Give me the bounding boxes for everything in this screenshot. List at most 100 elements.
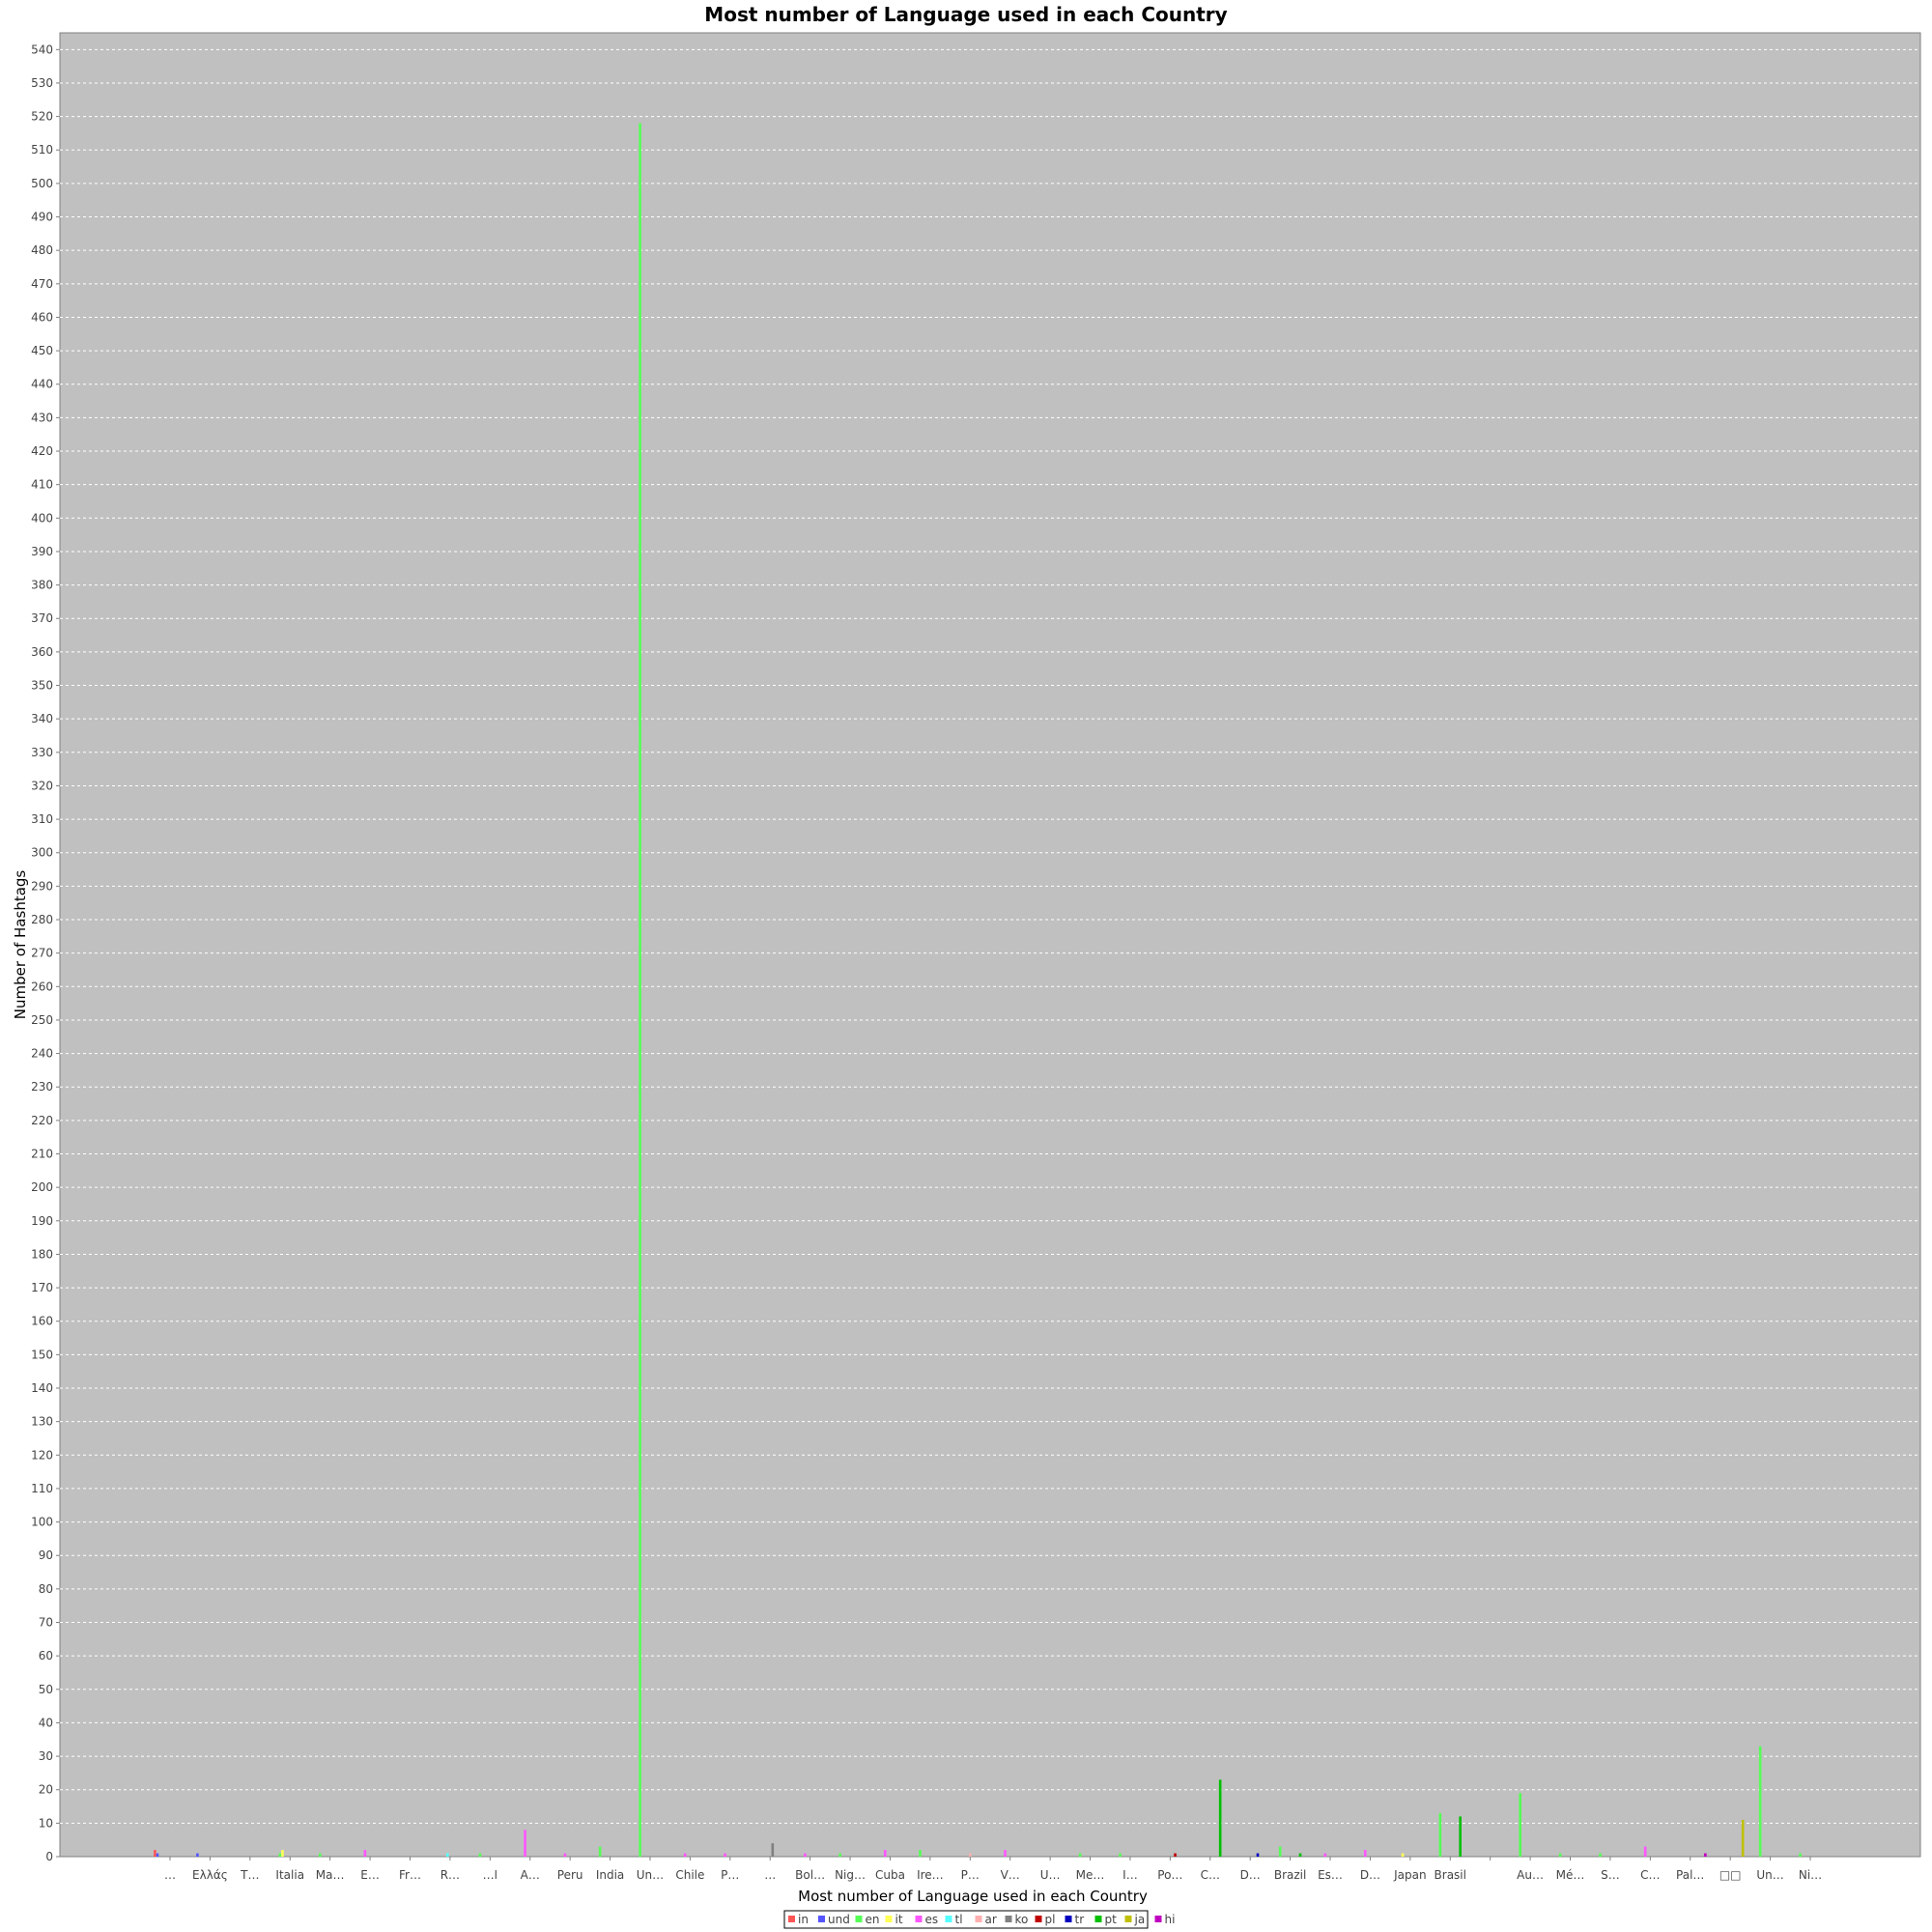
x-tick-label: Italia: [275, 1868, 304, 1882]
bar-pt: [1459, 1816, 1462, 1857]
x-tick-label: Japan: [1393, 1868, 1426, 1882]
bars: [154, 123, 1802, 1858]
y-tick-label: 300: [31, 846, 53, 860]
y-tick-label: 70: [39, 1616, 53, 1630]
legend-entry: ar: [985, 1913, 997, 1926]
y-tick-label: 60: [39, 1649, 53, 1662]
y-axis: 0 10 20 30 40 50 60 70 80 90 100 110 120 130 140 150 160…: [31, 43, 60, 1863]
y-tick-label: 200: [31, 1180, 53, 1194]
y-tick-label: 100: [31, 1516, 53, 1529]
x-tick-label: Pal…: [1676, 1868, 1704, 1882]
y-tick-label: 370: [31, 611, 53, 625]
bar-en: [919, 1850, 922, 1857]
legend-entry: in: [798, 1913, 809, 1926]
x-tick-label: Chile: [675, 1868, 704, 1882]
legend-entry: hi: [1165, 1913, 1176, 1926]
y-tick-label: 470: [31, 277, 53, 291]
legend-entry: tr: [1075, 1913, 1085, 1926]
y-tick-label: 320: [31, 779, 53, 792]
y-tick-label: 280: [31, 913, 53, 926]
x-tick-label: U…: [1040, 1868, 1061, 1882]
y-tick-label: 50: [39, 1683, 53, 1696]
bar-tr: [1256, 1853, 1260, 1857]
y-tick-label: 160: [31, 1315, 53, 1328]
x-tick-label: Ma…: [316, 1868, 345, 1882]
chart-title: Most number of Language used in each Cou…: [704, 3, 1227, 26]
y-tick-label: 190: [31, 1214, 53, 1228]
legend-swatch: [1065, 1916, 1072, 1922]
y-tick-label: 40: [39, 1716, 53, 1729]
bar-es: [683, 1853, 687, 1857]
legend-entry: ko: [1015, 1913, 1029, 1926]
y-axis-label: Number of Hashtags: [12, 870, 29, 1020]
y-tick-label: 80: [39, 1582, 53, 1596]
bar-en: [1078, 1853, 1082, 1857]
y-tick-label: 340: [31, 712, 53, 725]
y-tick-label: 430: [31, 411, 53, 424]
y-tick-label: 510: [31, 143, 53, 156]
legend: in und en it es tl ar ko pl tr pt ja hi: [783, 1910, 1176, 1929]
legend-swatch: [885, 1916, 893, 1922]
y-tick-label: 220: [31, 1114, 53, 1127]
x-tick-label: Au…: [1517, 1868, 1544, 1882]
legend-swatch: [855, 1916, 863, 1922]
bar-en: [1558, 1853, 1562, 1857]
legend-swatch: [818, 1916, 825, 1922]
x-tick-label: Es…: [1318, 1868, 1343, 1882]
x-tick-label: Cuba: [875, 1868, 905, 1882]
y-tick-label: 260: [31, 980, 53, 993]
x-tick-label: Me…: [1076, 1868, 1105, 1882]
legend-swatch: [1035, 1916, 1042, 1922]
bar-it: [281, 1850, 284, 1857]
y-tick-label: 520: [31, 110, 53, 124]
y-tick-label: 410: [31, 478, 53, 492]
bar-pt: [1218, 1779, 1222, 1857]
x-tick-label: Nig…: [835, 1868, 866, 1882]
y-tick-label: 0: [45, 1850, 53, 1863]
bar-en: [318, 1853, 322, 1857]
bar-en: [1119, 1853, 1122, 1857]
bar-und: [156, 1853, 159, 1857]
bar-es: [563, 1853, 567, 1857]
x-tick-label: Ελλάς: [192, 1868, 228, 1882]
y-tick-label: 350: [31, 679, 53, 693]
y-tick-label: 10: [39, 1816, 53, 1830]
x-tick-label: …: [764, 1868, 776, 1882]
y-tick-label: 530: [31, 76, 53, 90]
legend-swatch: [915, 1916, 923, 1922]
legend-entry: tl: [955, 1913, 963, 1926]
x-tick-label: Mé…: [1556, 1868, 1585, 1882]
x-tick-label: D…: [1240, 1868, 1261, 1882]
legend-swatch: [788, 1916, 795, 1922]
bar-en: [838, 1853, 841, 1857]
bar-es: [804, 1853, 807, 1857]
x-tick-label: Ire…: [917, 1868, 944, 1882]
bar-en: [478, 1853, 482, 1857]
x-tick-label: I…: [1122, 1868, 1138, 1882]
legend-entry: en: [866, 1913, 880, 1926]
bar-it: [1401, 1853, 1405, 1857]
legend-entry: pt: [1105, 1913, 1118, 1926]
y-tick-label: 330: [31, 746, 53, 759]
legend-entry: pl: [1045, 1913, 1056, 1926]
y-tick-label: 270: [31, 947, 53, 960]
x-tick-label: …: [164, 1868, 176, 1882]
y-tick-label: 110: [31, 1482, 53, 1495]
x-tick-label: P…: [961, 1868, 980, 1882]
x-tick-label: …ا: [483, 1868, 497, 1882]
y-tick-label: 90: [39, 1548, 53, 1562]
legend-entry: it: [895, 1913, 903, 1926]
bar-es: [1643, 1846, 1647, 1857]
plot-area: [59, 32, 1921, 1858]
y-tick-label: 390: [31, 545, 53, 558]
x-tick-label: Peru: [557, 1868, 583, 1882]
y-tick-label: 130: [31, 1415, 53, 1429]
bar-en: [1438, 1812, 1442, 1857]
legend-swatch: [1094, 1916, 1102, 1922]
y-tick-label: 480: [31, 243, 53, 257]
x-tick-label: Fr…: [399, 1868, 421, 1882]
x-tick-label: A…: [521, 1868, 540, 1882]
y-tick-label: 150: [31, 1348, 53, 1361]
y-tick-label: 250: [31, 1013, 53, 1027]
y-tick-label: 210: [31, 1148, 53, 1161]
